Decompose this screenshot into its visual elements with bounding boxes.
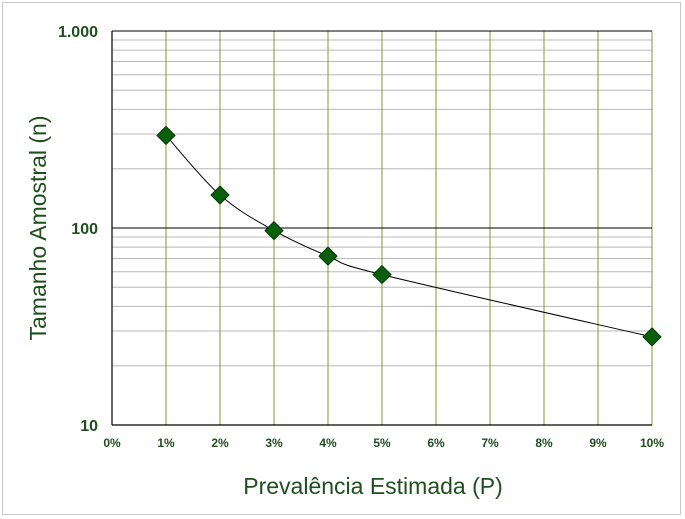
- data-point-marker: [156, 125, 176, 146]
- y-tick-label: 10: [80, 418, 98, 435]
- x-tick-label: 7%: [481, 436, 499, 450]
- x-tick-label: 9%: [589, 436, 607, 450]
- x-tick-label: 6%: [427, 436, 445, 450]
- x-tick-label: 4%: [319, 436, 337, 450]
- y-tick-label: 1.000: [58, 24, 98, 41]
- grid-layer: [111, 30, 653, 426]
- x-axis-title: Prevalência Estimada (P): [243, 473, 503, 499]
- y-axis-title: Tamanho Amostral (n): [25, 116, 51, 341]
- x-tick-label: 10%: [640, 436, 664, 450]
- y-tick-label: 100: [71, 221, 98, 238]
- data-point-marker: [210, 185, 230, 205]
- data-point-marker: [264, 220, 284, 241]
- x-tick-label: 1%: [157, 436, 175, 450]
- data-point-marker: [318, 246, 338, 266]
- marker-layer: [156, 125, 662, 347]
- x-tick-label: 8%: [535, 436, 553, 450]
- x-tick-labels: 0% 1% 2% 3% 4% 5% 6% 7% 8% 9% 10%: [103, 436, 664, 450]
- data-point-marker: [642, 327, 662, 347]
- chart-frame: [2, 2, 681, 515]
- x-tick-label: 5%: [373, 436, 391, 450]
- x-tick-label: 3%: [265, 436, 283, 450]
- data-point-marker: [372, 264, 392, 285]
- y-tick-labels: 10 100 1.000: [58, 24, 98, 435]
- x-tick-label: 0%: [103, 436, 121, 450]
- x-tick-label: 2%: [211, 436, 229, 450]
